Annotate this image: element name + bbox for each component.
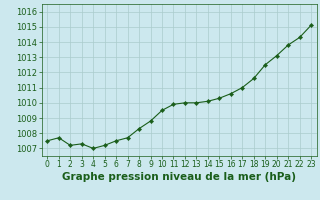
X-axis label: Graphe pression niveau de la mer (hPa): Graphe pression niveau de la mer (hPa): [62, 172, 296, 182]
